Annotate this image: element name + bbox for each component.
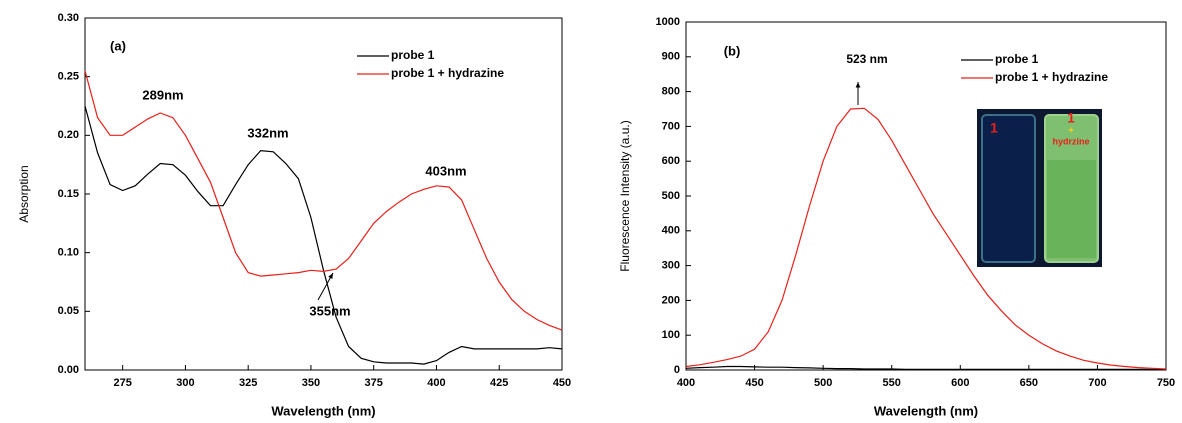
data-line xyxy=(84,105,563,365)
annotation: 1 xyxy=(1067,110,1075,126)
annotation: 355nm xyxy=(309,303,350,318)
annotation: 1 xyxy=(990,120,998,136)
y-tick-label: 500 xyxy=(662,190,680,202)
x-tick-label: 700 xyxy=(1088,377,1106,389)
x-tick-label: 350 xyxy=(302,377,320,389)
y-axis-label: Absorption xyxy=(17,165,31,222)
annotation: + xyxy=(1068,126,1074,137)
arrow-head xyxy=(328,273,333,279)
y-tick-label: 0.00 xyxy=(58,364,79,376)
annotation: hydrzine xyxy=(1052,136,1089,146)
y-tick-label: 700 xyxy=(662,120,680,132)
legend-label: probe 1 xyxy=(391,48,435,62)
x-tick-label: 375 xyxy=(365,377,383,389)
y-tick-label: 0.10 xyxy=(58,247,79,259)
y-tick-label: 0 xyxy=(674,364,680,376)
x-tick-label: 450 xyxy=(553,377,571,389)
y-tick-label: 0.05 xyxy=(58,305,79,317)
cuvette-liquid xyxy=(1047,160,1096,258)
annotation: 289nm xyxy=(142,87,183,102)
x-tick-label: 750 xyxy=(1157,377,1175,389)
cuvette-probe xyxy=(981,114,1036,263)
y-axis-label: Fluorescence Intensity (a.u.) xyxy=(618,120,632,271)
x-tick-label: 275 xyxy=(113,377,131,389)
legend-label: probe 1 xyxy=(995,52,1039,66)
y-tick-label: 300 xyxy=(662,260,680,272)
inset-photo xyxy=(977,109,1102,267)
x-tick-label: 425 xyxy=(490,377,508,389)
annotation: (a) xyxy=(110,38,126,53)
x-tick-label: 400 xyxy=(427,377,445,389)
x-axis-label: Wavelength (nm) xyxy=(271,403,375,418)
legend-label: probe 1 + hydrazine xyxy=(391,66,504,80)
x-axis-label: Wavelength (nm) xyxy=(874,403,978,418)
data-line xyxy=(685,365,1166,370)
x-tick-label: 600 xyxy=(951,377,969,389)
x-tick-label: 650 xyxy=(1020,377,1038,389)
legend-label: probe 1 + hydrazine xyxy=(995,70,1108,84)
y-tick-label: 100 xyxy=(662,329,680,341)
y-tick-label: 900 xyxy=(662,51,680,63)
y-tick-label: 200 xyxy=(662,294,680,306)
y-tick-label: 0.15 xyxy=(58,188,79,200)
x-tick-label: 550 xyxy=(883,377,901,389)
data-line xyxy=(685,107,1167,370)
x-tick-label: 300 xyxy=(176,377,194,389)
x-tick-label: 325 xyxy=(239,377,257,389)
y-tick-label: 0.20 xyxy=(58,129,79,141)
annotation: 523 nm xyxy=(846,52,887,66)
y-tick-label: 0.25 xyxy=(58,71,79,83)
y-tick-label: 1000 xyxy=(656,16,680,28)
y-tick-label: 800 xyxy=(662,86,680,98)
x-tick-label: 500 xyxy=(814,377,832,389)
arrow-head xyxy=(855,82,861,88)
data-line xyxy=(84,70,563,331)
x-tick-label: 400 xyxy=(677,377,695,389)
x-tick-label: 450 xyxy=(745,377,763,389)
annotation: 332nm xyxy=(247,125,288,140)
y-tick-label: 600 xyxy=(662,155,680,167)
annotation: 403nm xyxy=(425,163,466,178)
annotation: (b) xyxy=(724,43,741,58)
y-tick-label: 0.30 xyxy=(58,12,79,24)
y-tick-label: 400 xyxy=(662,225,680,237)
